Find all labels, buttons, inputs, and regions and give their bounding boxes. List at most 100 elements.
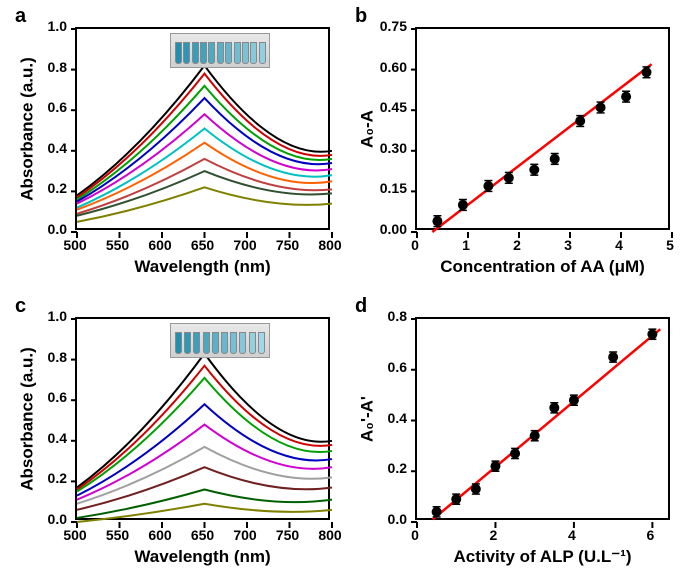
data-point	[490, 461, 500, 471]
y-tick-label: 0.45	[380, 99, 407, 115]
x-tick-label: 700	[230, 237, 260, 253]
data-point	[550, 154, 560, 164]
y-axis-label: A₀'-A'	[357, 317, 377, 520]
x-tick-label: 4	[604, 237, 634, 253]
panel-a: a5005506006507007508000.00.20.40.60.81.0…	[10, 5, 340, 285]
tube-icon	[200, 42, 207, 64]
y-tick-label: 0.75	[380, 18, 407, 34]
data-point	[510, 448, 520, 458]
chart-area	[415, 27, 670, 230]
x-axis-label: Wavelength (nm)	[75, 257, 330, 277]
x-tick-label: 0	[400, 527, 430, 543]
inset-photo	[170, 33, 270, 68]
data-point	[621, 92, 631, 102]
x-tick-label: 600	[145, 527, 175, 543]
data-point	[608, 352, 618, 362]
tube-icon	[225, 42, 232, 64]
panel-label: c	[15, 295, 26, 318]
data-point	[569, 395, 579, 405]
x-axis-label: Activity of ALP (U.L⁻¹)	[415, 547, 670, 567]
data-point	[529, 165, 539, 175]
y-tick-label: 0.6	[388, 359, 407, 375]
x-tick-label: 1	[451, 237, 481, 253]
y-tick-label: 0.2	[48, 470, 67, 486]
y-tick-label: 0.60	[380, 59, 407, 75]
tube-icon	[217, 42, 224, 64]
x-tick-label: 700	[230, 527, 260, 543]
tube-icon	[259, 42, 266, 64]
panel-label: a	[15, 5, 26, 28]
x-tick-label: 3	[553, 237, 583, 253]
y-tick-label: 0.4	[48, 140, 67, 156]
y-tick-label: 0.0	[48, 221, 67, 237]
data-point	[451, 494, 461, 504]
spectrum-curve	[77, 366, 332, 490]
spectrum-curve	[77, 74, 332, 198]
tube-icon	[184, 332, 191, 354]
panel-b: b0123450.000.150.300.450.600.75Concentra…	[350, 5, 680, 285]
x-tick-label: 6	[635, 527, 665, 543]
x-axis-label: Wavelength (nm)	[75, 547, 330, 567]
y-tick-label: 0.4	[48, 430, 67, 446]
data-point	[504, 173, 514, 183]
x-tick-label: 0	[400, 237, 430, 253]
tube-icon	[249, 332, 256, 354]
y-tick-label: 1.0	[48, 308, 67, 324]
tube-icon	[193, 332, 200, 354]
x-tick-label: 4	[557, 527, 587, 543]
y-axis-label: Absorbance (a.u.)	[17, 27, 37, 230]
y-tick-label: 0.0	[388, 511, 407, 527]
data-point	[642, 67, 652, 77]
y-tick-label: 0.0	[48, 511, 67, 527]
data-point	[530, 431, 540, 441]
tube-icon	[183, 42, 190, 64]
panel-label: b	[355, 5, 367, 28]
data-point	[458, 200, 468, 210]
y-tick-label: 0.8	[48, 59, 67, 75]
y-tick-label: 0.6	[48, 389, 67, 405]
tube-icon	[242, 42, 249, 64]
y-tick-label: 0.2	[48, 180, 67, 196]
y-axis-label: Absorbance (a.u.)	[17, 317, 37, 520]
spectrum-curve	[77, 504, 332, 522]
tube-icon	[239, 332, 246, 354]
data-point	[647, 329, 657, 339]
x-tick-label: 500	[60, 527, 90, 543]
y-tick-label: 0.30	[380, 140, 407, 156]
chart-svg	[417, 29, 672, 232]
data-point	[483, 181, 493, 191]
x-tick-label: 500	[60, 237, 90, 253]
x-tick-label: 750	[273, 527, 303, 543]
panel-label: d	[355, 295, 367, 318]
x-tick-label: 800	[315, 527, 345, 543]
tube-icon	[175, 332, 182, 354]
tube-icon	[258, 332, 265, 354]
data-point	[575, 116, 585, 126]
y-tick-label: 0.8	[388, 308, 407, 324]
y-tick-label: 0.00	[380, 221, 407, 237]
y-tick-label: 0.4	[388, 410, 407, 426]
x-tick-label: 650	[188, 527, 218, 543]
tube-icon	[234, 42, 241, 64]
panel-d: d02460.00.20.40.60.8Activity of ALP (U.L…	[350, 295, 680, 575]
x-tick-label: 600	[145, 237, 175, 253]
tube-icon	[192, 42, 199, 64]
x-tick-label: 550	[103, 527, 133, 543]
x-axis-label: Concentration of AA (μM)	[415, 257, 670, 277]
tube-icon	[250, 42, 257, 64]
data-point	[432, 216, 442, 226]
y-tick-label: 0.6	[48, 99, 67, 115]
chart-area	[415, 317, 670, 520]
x-tick-label: 650	[188, 237, 218, 253]
tube-icon	[230, 332, 237, 354]
data-point	[432, 507, 442, 517]
x-tick-label: 550	[103, 237, 133, 253]
tube-icon	[203, 332, 210, 354]
x-tick-label: 800	[315, 237, 345, 253]
panel-c: c5005506006507007508000.00.20.40.60.81.0…	[10, 295, 340, 575]
inset-photo	[170, 323, 270, 358]
tube-icon	[221, 332, 228, 354]
x-tick-label: 750	[273, 237, 303, 253]
fit-line	[433, 329, 661, 519]
tube-icon	[175, 42, 182, 64]
